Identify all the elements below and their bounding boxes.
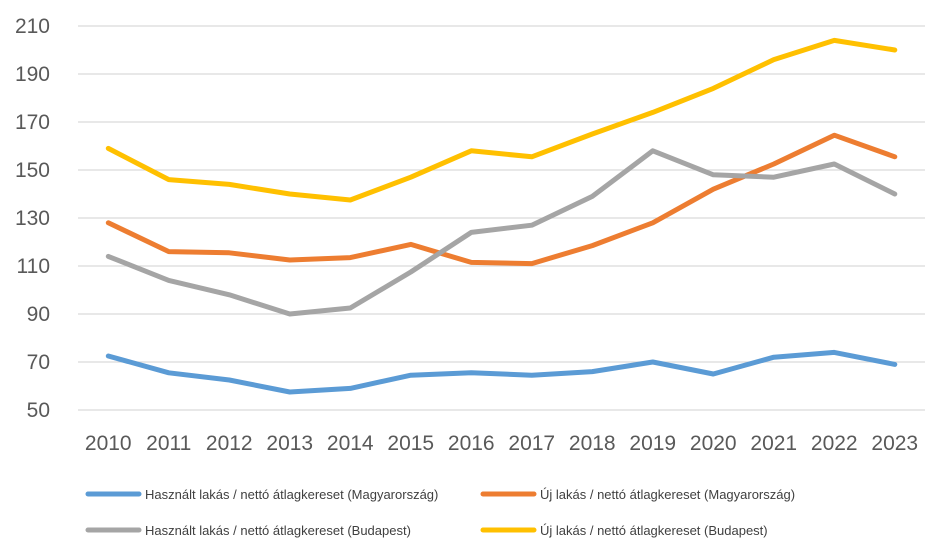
y-tick-label: 170 bbox=[15, 111, 50, 134]
y-tick-label: 70 bbox=[27, 351, 50, 374]
x-tick-label: 2023 bbox=[871, 432, 918, 455]
x-axis-ticks: 2010 2011 2012 2013 2014 2015 2016 2017 2018 2019… bbox=[85, 432, 918, 455]
x-tick-label: 2015 bbox=[387, 432, 434, 455]
x-tick-label: 2014 bbox=[327, 432, 374, 455]
series-lines bbox=[105, 37, 898, 395]
gridlines bbox=[78, 25, 925, 411]
x-tick-label: 2013 bbox=[266, 432, 313, 455]
y-axis-ticks: 50 70 90 110 130 150 170 190 210 bbox=[15, 15, 50, 422]
legend: Használt lakás / nettó átlagkereset (Mag… bbox=[85, 487, 795, 538]
x-tick-label: 2010 bbox=[85, 432, 132, 455]
y-tick-label: 130 bbox=[15, 207, 50, 230]
series-line-4 bbox=[105, 37, 898, 203]
x-tick-label: 2019 bbox=[629, 432, 676, 455]
y-tick-label: 210 bbox=[15, 15, 50, 38]
x-tick-label: 2018 bbox=[569, 432, 616, 455]
y-tick-label: 110 bbox=[17, 255, 50, 278]
x-tick-label: 2016 bbox=[448, 432, 495, 455]
legend-label-3: Használt lakás / nettó átlagkereset (Bud… bbox=[145, 523, 411, 538]
legend-label-1: Használt lakás / nettó átlagkereset (Mag… bbox=[145, 487, 438, 502]
series-line-2 bbox=[105, 132, 898, 267]
x-tick-label: 2011 bbox=[146, 432, 191, 455]
legend-label-2: Új lakás / nettó átlagkereset (Magyarors… bbox=[540, 487, 795, 502]
y-tick-label: 150 bbox=[15, 159, 50, 182]
x-tick-label: 2012 bbox=[206, 432, 253, 455]
y-tick-label: 90 bbox=[27, 303, 50, 326]
series-line-3 bbox=[105, 148, 898, 317]
y-tick-label: 50 bbox=[27, 399, 50, 422]
y-tick-label: 190 bbox=[15, 63, 50, 86]
x-tick-label: 2017 bbox=[508, 432, 555, 455]
x-tick-label: 2022 bbox=[811, 432, 858, 455]
x-tick-label: 2021 bbox=[750, 432, 797, 455]
x-tick-label: 2020 bbox=[690, 432, 737, 455]
legend-label-4: Új lakás / nettó átlagkereset (Budapest) bbox=[540, 523, 768, 538]
series-line-1 bbox=[105, 349, 898, 395]
